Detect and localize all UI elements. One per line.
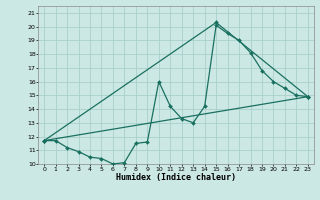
X-axis label: Humidex (Indice chaleur): Humidex (Indice chaleur) bbox=[116, 173, 236, 182]
